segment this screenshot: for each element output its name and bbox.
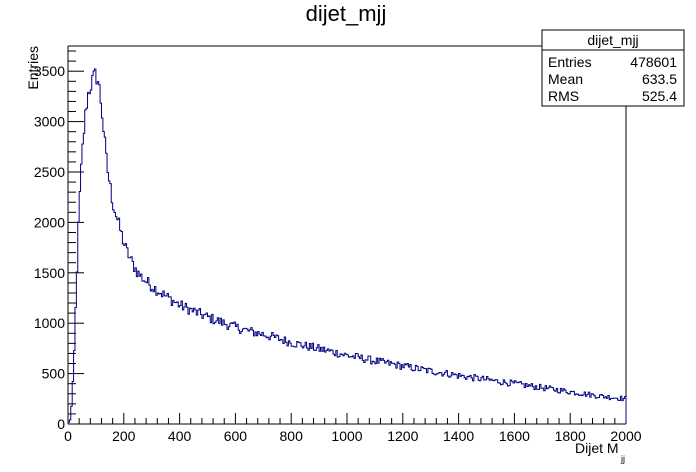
y-axis-label: Entries (25, 46, 41, 90)
y-tick-label: 3500 (34, 63, 65, 79)
stats-rms-value: 525.4 (642, 88, 677, 104)
x-tick-label: 1600 (499, 428, 530, 444)
y-tick-label: 1000 (34, 315, 65, 331)
x-tick-label: 2000 (610, 428, 641, 444)
x-tick-label: 0 (64, 428, 72, 444)
x-tick-label: 1000 (331, 428, 362, 444)
x-axis-ticks: 0 200 400 600 800 1000 1200 1400 1600 1800 2000 (64, 413, 642, 444)
x-tick-label: 200 (112, 428, 136, 444)
stats-rms-label: RMS (548, 88, 579, 104)
stats-box-frame (541, 29, 685, 107)
x-tick-label: 800 (280, 428, 304, 444)
histogram-series (67, 68, 627, 424)
stats-entries-label: Entries (548, 54, 592, 70)
x-axis-label: Dijet M (575, 440, 619, 456)
y-tick-label: 500 (42, 366, 66, 382)
y-tick-label: 2000 (34, 214, 65, 230)
x-axis-label-group: Dijet M jj (575, 440, 625, 464)
chart-title: dijet_mjj (306, 1, 387, 26)
y-tick-label: 0 (57, 416, 65, 432)
x-tick-label: 1200 (387, 428, 418, 444)
x-tick-label: 1400 (443, 428, 474, 444)
histogram-line (67, 68, 627, 424)
y-axis-ticks: 0 500 1000 1500 2000 2500 3000 3500 (34, 50, 84, 432)
x-tick-label: 1800 (555, 428, 586, 444)
stats-box: dijet_mjj Entries 478601 Mean 633.5 RMS … (541, 29, 685, 107)
y-tick-label: 2500 (34, 164, 65, 180)
stats-box-title: dijet_mjj (587, 32, 638, 48)
x-tick-label: 400 (168, 428, 192, 444)
x-axis-label-subscript: jj (620, 454, 625, 464)
x-tick-label: 600 (224, 428, 248, 444)
y-tick-label: 3000 (34, 114, 65, 130)
y-tick-label: 1500 (34, 265, 65, 281)
stats-entries-value: 478601 (630, 54, 677, 70)
stats-mean-label: Mean (548, 71, 583, 87)
stats-mean-value: 633.5 (642, 71, 677, 87)
